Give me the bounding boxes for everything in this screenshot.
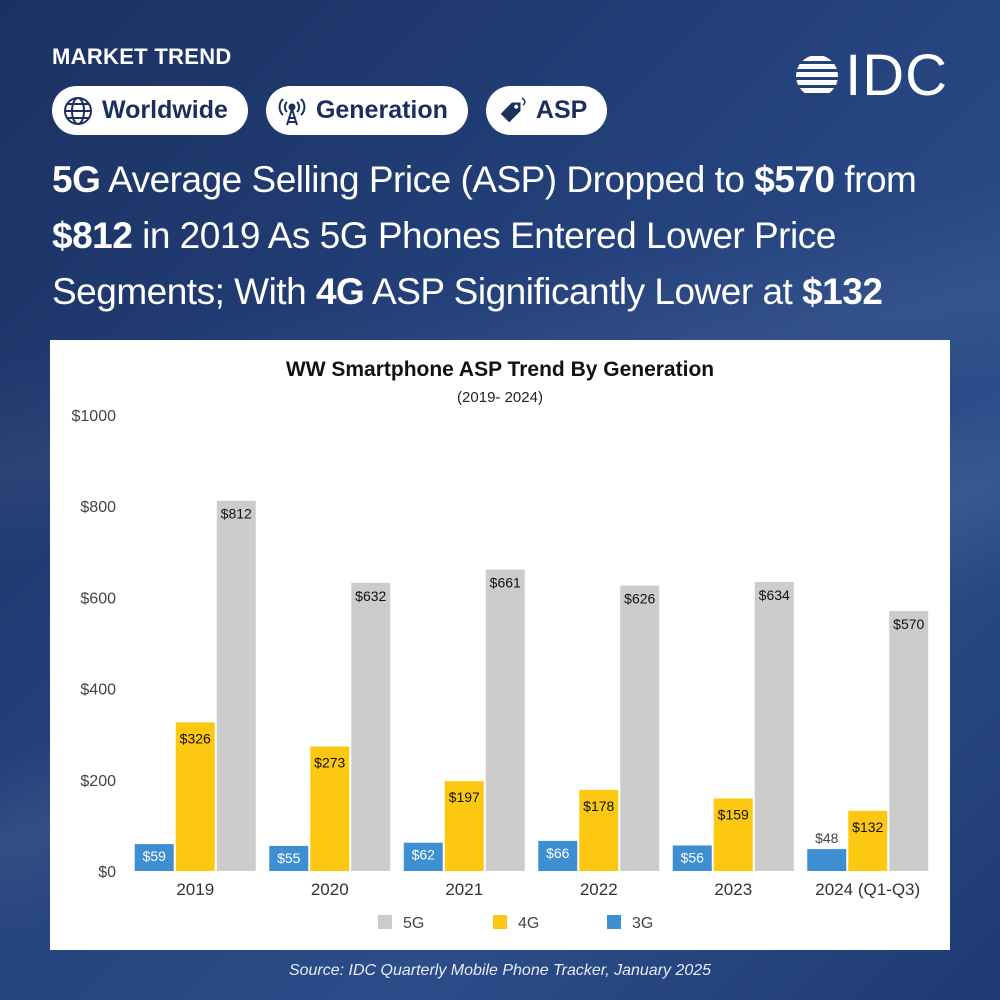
y-tick-label: $200 — [80, 773, 116, 790]
y-tick-label: $800 — [80, 499, 116, 516]
headline-text: in 2019 As 5G Phones Entered Lower Price — [132, 215, 836, 256]
idc-logo: IDC — [795, 43, 948, 108]
pill-generation-label: Generation — [315, 96, 448, 124]
data-label-5g-0: $812 — [221, 506, 252, 522]
pill-asp-label: ASP — [535, 96, 588, 124]
data-label-3g-0: $59 — [143, 848, 167, 864]
logo-text: IDC — [845, 43, 948, 108]
legend-label-4g: 4G — [518, 915, 539, 932]
chart-card: WW Smartphone ASP Trend By Generation (2… — [50, 340, 950, 950]
data-label-5g-2: $661 — [490, 575, 521, 591]
bar-5g-2 — [485, 569, 525, 871]
bar-4g-0 — [175, 722, 215, 871]
y-tick-label: $600 — [80, 590, 116, 607]
asp-bar-chart: WW Smartphone ASP Trend By Generation (2… — [72, 358, 929, 932]
data-label-4g-4: $159 — [718, 806, 749, 822]
headline-line-3: Segments; With 4G ASP Significantly Lowe… — [52, 264, 962, 320]
data-label-4g-5: $132 — [852, 819, 883, 835]
pill-worldwide[interactable]: Worldwide — [52, 86, 248, 135]
x-tick-label: 2019 — [176, 880, 214, 899]
x-tick-label: 2020 — [311, 880, 349, 899]
data-label-3g-1: $55 — [277, 850, 301, 866]
price-tag-icon — [500, 96, 526, 122]
bar-5g-1 — [351, 582, 391, 871]
headline-text: Segments; With — [52, 271, 316, 312]
headline-812: $812 — [52, 215, 133, 256]
pill-worldwide-label: Worldwide — [102, 96, 228, 124]
bar-3g-4 — [672, 845, 712, 871]
legend-label-3g: 3G — [632, 915, 653, 932]
bar-3g-5 — [807, 849, 847, 871]
globe-icon — [64, 96, 92, 125]
y-tick-label: $1000 — [72, 408, 117, 425]
data-label-5g-3: $626 — [624, 591, 655, 607]
headline-5g: 5G — [52, 159, 101, 200]
bar-3g-3 — [538, 840, 578, 871]
y-axis: $0 $200 $400 $600 $800 $1000 — [72, 408, 117, 881]
tag-pills: Worldwide Generation ASP — [52, 86, 608, 135]
bar-5g-3 — [620, 585, 660, 871]
data-label-3g-3: $66 — [546, 845, 570, 861]
data-label-5g-4: $634 — [759, 587, 790, 603]
pill-generation[interactable]: Generation — [265, 86, 468, 135]
headline-text: ASP Significantly Lower at — [364, 271, 803, 312]
legend-label-5g: 5G — [403, 915, 424, 932]
kicker-label: MARKET TREND — [52, 44, 232, 69]
data-label-3g-4: $56 — [681, 849, 705, 865]
bar-4g-3 — [579, 789, 619, 871]
legend-swatch-4g — [493, 915, 507, 929]
legend: 5G 4G 3G — [378, 915, 653, 932]
chart-title: WW Smartphone ASP Trend By Generation — [286, 358, 714, 381]
bar-3g-1 — [269, 845, 309, 871]
headline-line-1: 5G Average Selling Price (ASP) Dropped t… — [52, 152, 962, 208]
x-tick-label: 2023 — [714, 880, 752, 899]
headline-text: Average Selling Price (ASP) Dropped to — [100, 159, 755, 200]
antenna-icon — [278, 97, 306, 125]
x-tick-label: 2022 — [580, 880, 618, 899]
bar-4g-5 — [848, 810, 888, 871]
bar-5g-5 — [889, 611, 929, 871]
data-label-4g-1: $273 — [314, 755, 345, 771]
data-label-4g-2: $197 — [449, 789, 480, 805]
headline-line-2: $812 in 2019 As 5G Phones Entered Lower … — [52, 208, 962, 264]
x-tick-label: 2021 — [445, 880, 483, 899]
data-label-4g-3: $178 — [583, 798, 614, 814]
data-label-3g-2: $62 — [412, 847, 436, 863]
bar-4g-2 — [444, 781, 484, 871]
bar-5g-0 — [216, 500, 256, 871]
legend-swatch-3g — [607, 915, 621, 929]
headline-132: $132 — [802, 271, 883, 312]
legend-swatch-5g — [378, 915, 392, 929]
bar-3g-2 — [403, 842, 443, 871]
headline-570: $570 — [754, 159, 835, 200]
x-axis: 2019 2020 2021 2022 2023 2024 (Q1-Q3) — [176, 880, 920, 899]
pill-asp[interactable]: ASP — [485, 86, 608, 135]
chart-subtitle: (2019- 2024) — [457, 389, 543, 406]
bar-4g-4 — [713, 798, 753, 871]
y-tick-label: $0 — [98, 864, 116, 881]
x-tick-label: 2024 (Q1-Q3) — [815, 880, 920, 899]
bars-group: $59 $326 $812 $55 $273 $632 $62 $197 $661 $66 $178… — [134, 500, 929, 871]
data-label-4g-0: $326 — [180, 730, 211, 746]
data-label-5g-5: $570 — [893, 616, 924, 632]
bar-5g-4 — [754, 581, 794, 871]
headline-text: from — [834, 159, 917, 200]
data-label-5g-1: $632 — [355, 588, 386, 604]
source-note: Source: IDC Quarterly Mobile Phone Track… — [288, 962, 712, 979]
y-tick-label: $400 — [80, 682, 116, 699]
bar-3g-0 — [134, 844, 174, 871]
headline-4g: 4G — [315, 271, 365, 312]
idc-globe-logo-icon — [796, 56, 839, 93]
headline: 5G Average Selling Price (ASP) Dropped t… — [52, 152, 962, 320]
data-label-3g-5: $48 — [815, 830, 839, 846]
bar-4g-1 — [310, 746, 350, 871]
